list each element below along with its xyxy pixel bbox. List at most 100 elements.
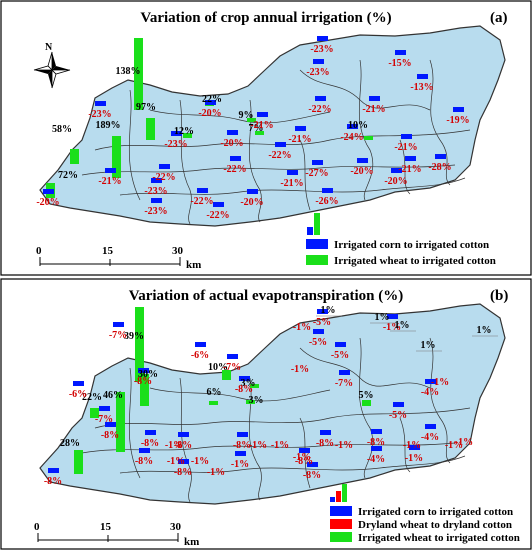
b-corn-label-4: -6% — [191, 350, 209, 361]
panel-a-label: (a) — [490, 10, 508, 26]
b-corn-label-9: -7% — [335, 378, 353, 389]
a-corn-label-18: -27% — [305, 168, 328, 179]
b-small-label-13: -1% — [403, 440, 421, 451]
b-corn-label-19: -8% — [316, 438, 334, 449]
b-small-label-9: -1% — [249, 440, 267, 451]
b-corn-label-23: -8% — [295, 456, 313, 467]
scale-tick-15: 15 — [102, 245, 114, 257]
a-corn-label-20: -21% — [398, 164, 421, 175]
a-wheat-bar-7 — [247, 118, 256, 122]
a-corn-bar-9 — [227, 130, 238, 135]
legend-b: Irrigated corn to irrigated cotton Dryla… — [330, 484, 520, 544]
scale-b-unit: km — [184, 536, 199, 548]
a-corn-bar-3 — [417, 74, 428, 79]
b-wheat-label-0: 39% — [124, 331, 144, 342]
a-corn-bar-5 — [257, 112, 268, 117]
a-corn-bar-0 — [317, 36, 328, 41]
a-corn-bar-25 — [197, 188, 208, 193]
a-corn-label-3: -13% — [410, 82, 433, 93]
a-corn-bar-29 — [43, 189, 54, 194]
b-small-label-1: 1% — [375, 312, 390, 323]
b-corn-bar-14 — [145, 430, 156, 435]
panel-a: Variation of crop annual irrigation (%) … — [0, 0, 532, 276]
scale-b-tick-0: 0 — [34, 521, 40, 533]
a-corn-bar-28 — [247, 189, 258, 194]
b-small-label-7: -1% — [431, 377, 449, 388]
a-corn-bar-17 — [230, 156, 241, 161]
b-small-label-17: -1% — [191, 456, 209, 467]
a-corn-bar-11 — [95, 101, 106, 106]
b-corn-label-18: -4% — [421, 432, 439, 443]
b-corn-bar-6 — [138, 368, 149, 373]
b-corn-bar-9 — [339, 370, 350, 375]
b-corn-bar-2 — [387, 314, 398, 319]
legend-b-swatch-2 — [330, 532, 352, 542]
a-corn-label-25: -22% — [190, 196, 213, 207]
a-wheat-label-9: 10% — [348, 120, 368, 131]
b-corn-label-20: -8% — [367, 437, 385, 448]
a-corn-bar-21 — [435, 154, 446, 159]
b-wheat-bar-2 — [116, 392, 125, 452]
a-wheat-bar-2 — [112, 136, 121, 178]
a-corn-label-0: -23% — [310, 44, 333, 55]
a-corn-label-16: -22% — [268, 150, 291, 161]
legend-b-sample-dry-icon — [336, 491, 341, 502]
b-corn-bar-1 — [313, 329, 324, 334]
b-corn-label-16: -8% — [233, 440, 251, 451]
b-small-label-8: -1% — [165, 440, 183, 451]
b-small-label-3: 1% — [477, 325, 492, 336]
north-label: N — [45, 42, 53, 53]
b-corn-bar-26 — [48, 468, 59, 473]
b-corn-label-27: -4% — [367, 454, 385, 465]
a-corn-bar-10 — [295, 126, 306, 131]
b-corn-label-0: -5% — [313, 317, 331, 328]
a-corn-bar-19 — [357, 158, 368, 163]
a-wheat-label-7: 9% — [239, 110, 254, 121]
value-labels-b: 39%30%46%22%28%10%6%3%3% 5%-5%-5%-1%-7%-6… — [44, 305, 498, 487]
a-corn-bar-27 — [322, 188, 333, 193]
b-wheat-label-2: 46% — [103, 390, 123, 401]
scale-unit: km — [186, 259, 201, 271]
a-corn-bar-23 — [287, 170, 298, 175]
a-corn-bar-15 — [159, 164, 170, 169]
a-wheat-bar-6 — [183, 133, 192, 138]
scale-bar-b: 0 15 30 km — [34, 521, 199, 548]
legend-b-swatch-0 — [330, 506, 352, 516]
a-corn-label-4: -20% — [198, 108, 221, 119]
a-wheat-label-1: 97% — [136, 102, 156, 113]
a-corn-label-15: -22% — [152, 172, 175, 183]
a-corn-bar-7 — [369, 96, 380, 101]
b-corn-bar-20 — [371, 429, 382, 434]
a-wheat-label-0: 138% — [116, 66, 141, 77]
b-corn-label-21: -8% — [135, 456, 153, 467]
a-wheat-bar-9 — [364, 136, 373, 140]
legend-b-label-0: Irrigated corn to irrigated cotton — [358, 506, 513, 518]
b-corn-bar-3 — [113, 322, 124, 327]
b-wheat-bar-5 — [222, 370, 231, 380]
b-wheat-label-8: 3% — [249, 395, 264, 406]
b-corn-label-22: -8% — [174, 467, 192, 478]
panel-b-label: (b) — [490, 288, 508, 304]
b-corn-bar-27 — [371, 446, 382, 451]
value-labels-a: 138% 97% 189% 58% 72% 22% 12% 9% 7% 10% -23% -15% -2… — [36, 44, 469, 221]
a-corn-bar-24 — [151, 178, 162, 183]
b-wheat-bar-1 — [140, 374, 149, 406]
b-corn-label-3: -7% — [109, 330, 127, 341]
b-small-label-6: -1% — [291, 364, 309, 375]
legend-b-swatch-1 — [330, 519, 352, 529]
a-wheat-label-5: 22% — [202, 94, 222, 105]
a-wheat-bar-1 — [146, 118, 155, 140]
a-corn-bar-30 — [151, 198, 162, 203]
b-corn-bar-4 — [195, 342, 206, 347]
a-corn-label-13: -24% — [340, 132, 363, 143]
b-corn-bar-21 — [139, 448, 150, 453]
b-corn-label-12: -7% — [95, 414, 113, 425]
b-corn-bar-12 — [99, 406, 110, 411]
a-corn-label-24: -23% — [144, 186, 167, 197]
b-small-label-16: -1% — [167, 456, 185, 467]
a-wheat-bar-0 — [134, 38, 143, 110]
b-corn-bar-23 — [299, 448, 310, 453]
b-corn-label-13: -8% — [101, 430, 119, 441]
a-corn-label-7: -21% — [362, 104, 385, 115]
